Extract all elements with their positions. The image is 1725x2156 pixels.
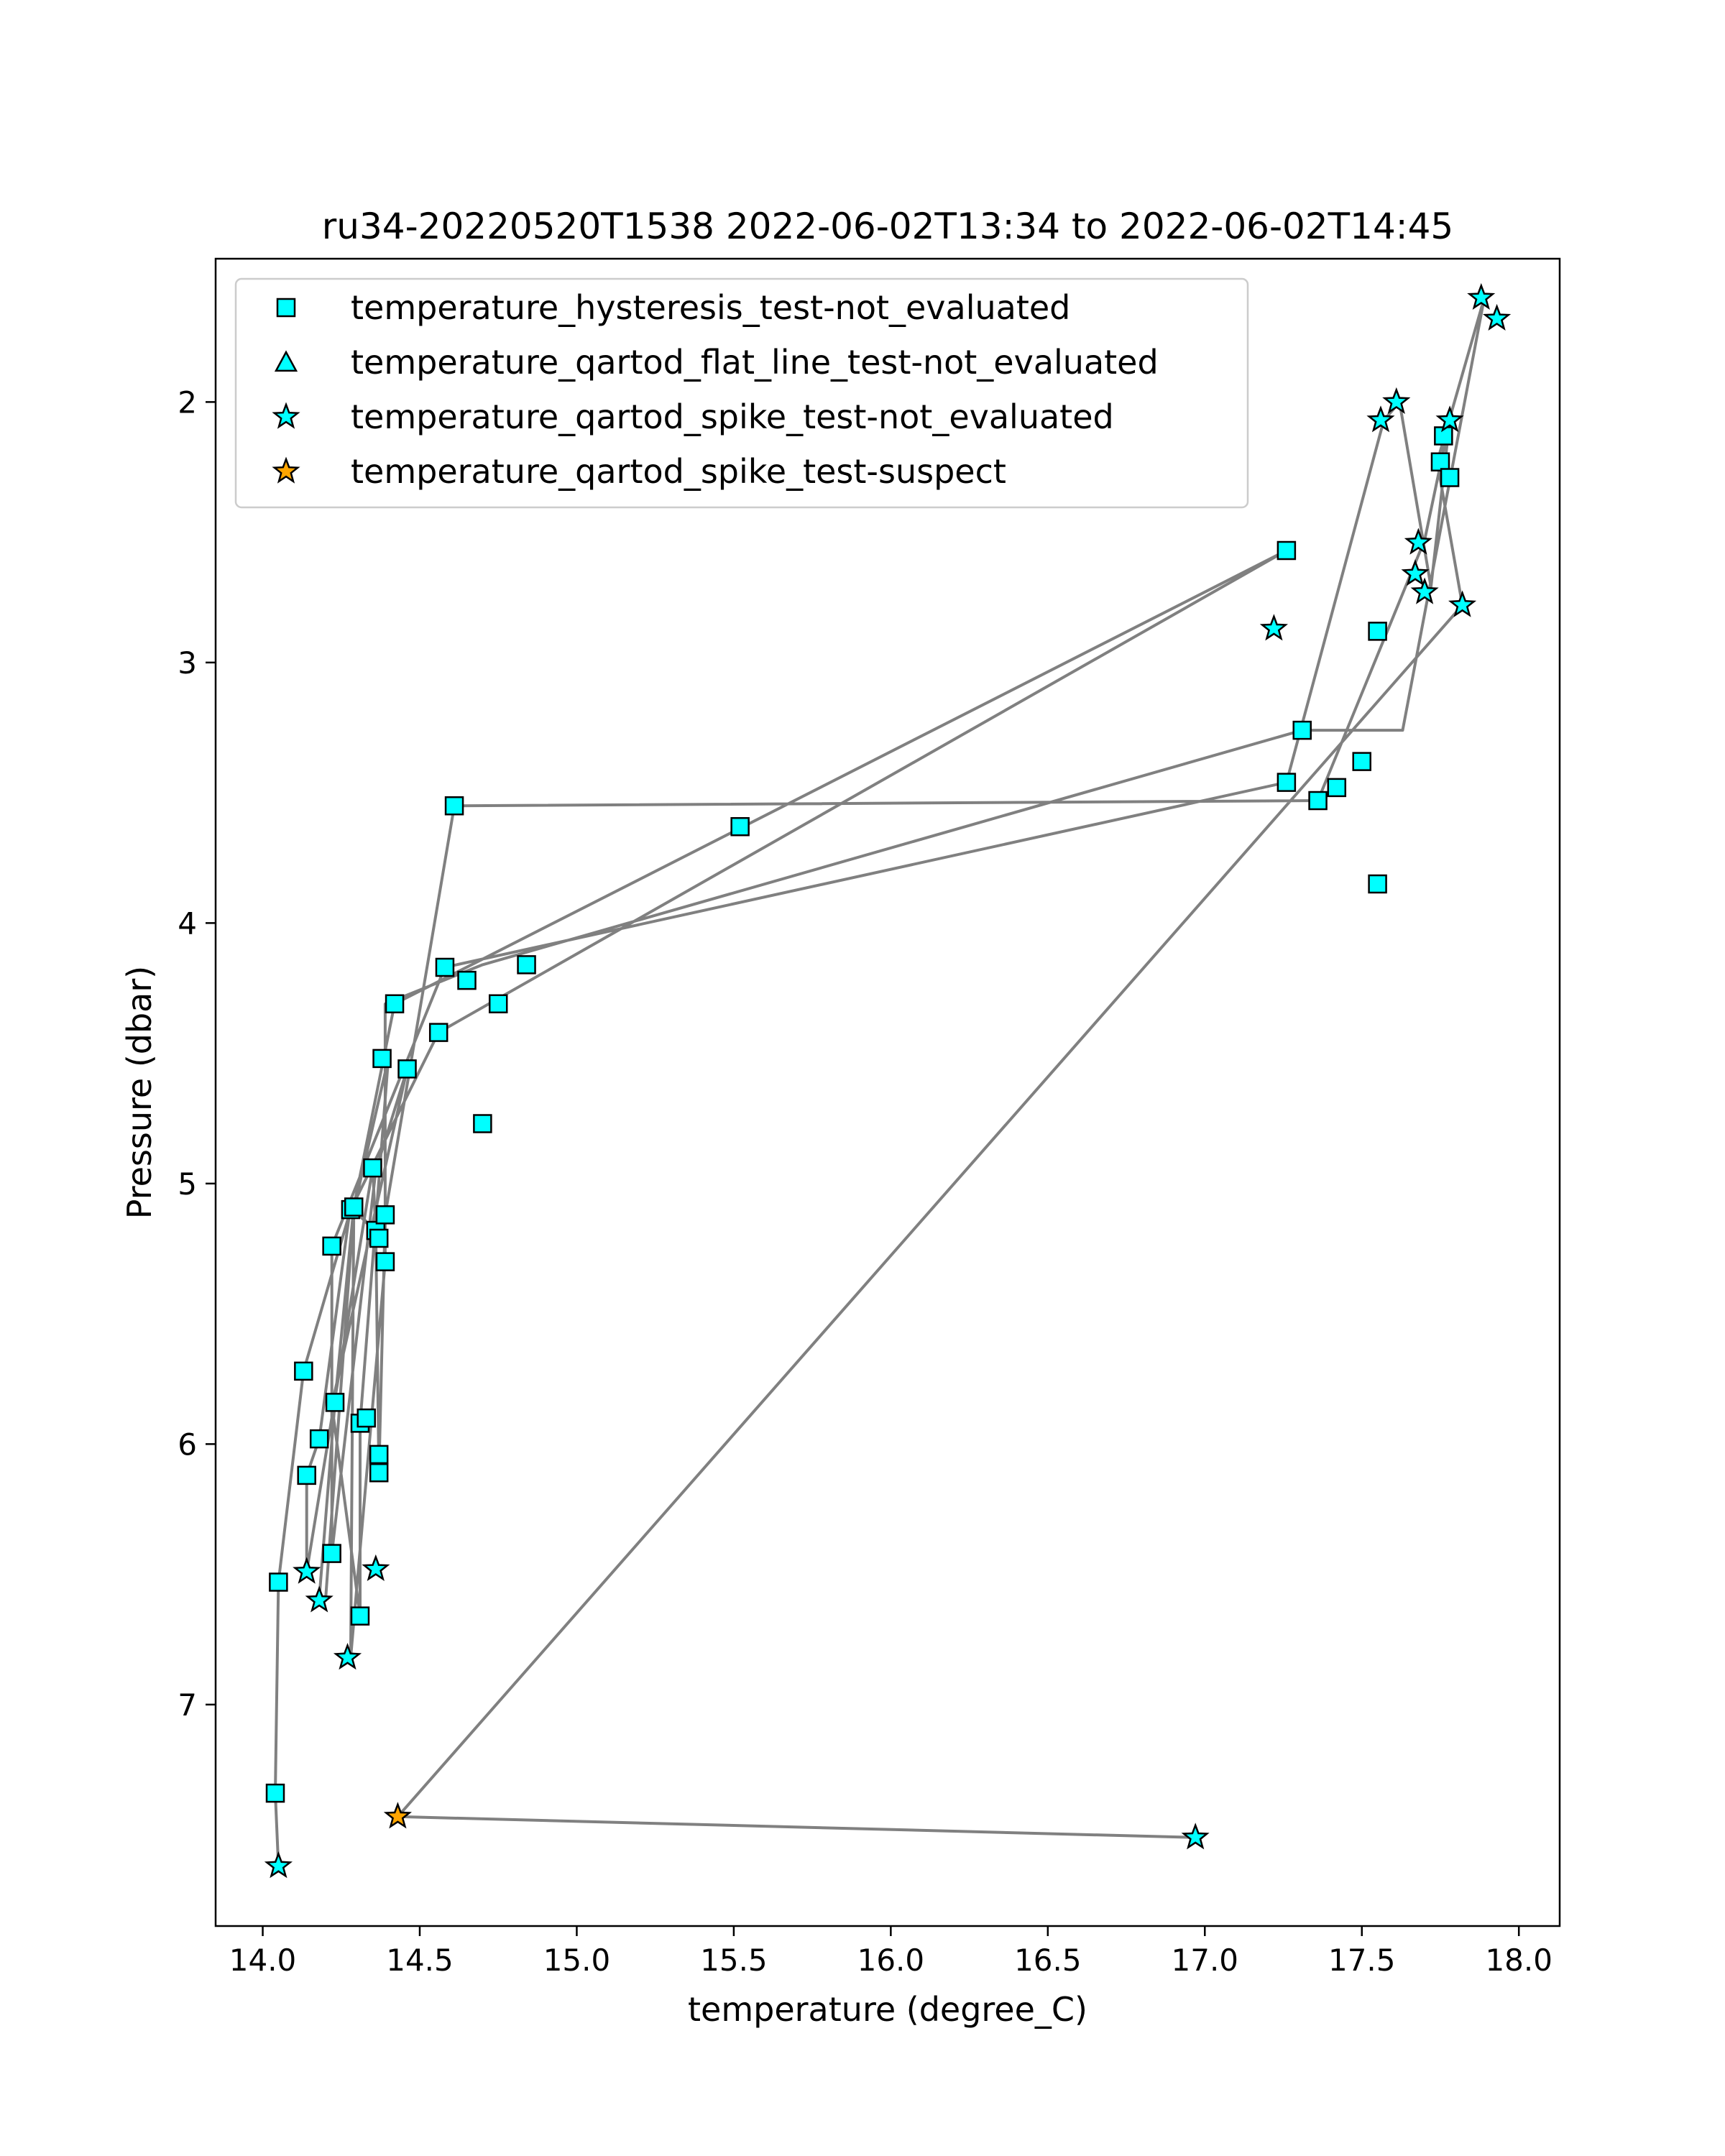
y-tick-label: 3	[178, 645, 197, 681]
data-markers	[264, 282, 1512, 1879]
spike-point	[1410, 577, 1439, 604]
hysteresis-point	[488, 994, 508, 1013]
hysteresis-point	[444, 796, 464, 816]
spike-point	[362, 1554, 390, 1581]
spike-suspect-point	[383, 1802, 412, 1829]
hysteresis-point	[1276, 540, 1297, 561]
hysteresis-point	[1368, 622, 1387, 641]
hysteresis-point	[435, 957, 455, 977]
x-tick-label: 17.0	[1172, 1943, 1239, 1978]
legend-marker	[272, 456, 300, 484]
legend-label: temperature_qartod_flat_line_test-not_ev…	[351, 343, 1159, 382]
x-tick-label: 14.0	[229, 1943, 297, 1978]
hysteresis-point	[1352, 752, 1371, 771]
x-axis-ticks: 14.0 14.5 15.0 15.5 16.0 16.5 17.0 17.5 18.0	[229, 1926, 1552, 1978]
hysteresis-point	[265, 1783, 285, 1803]
spike-point	[1404, 528, 1432, 555]
legend-label: temperature_hysteresis_test-not_evaluate…	[351, 288, 1070, 327]
hysteresis-point	[730, 817, 750, 837]
legend: temperature_hysteresis_test-not_evaluate…	[234, 277, 1249, 509]
legend-marker	[276, 298, 296, 318]
hysteresis-point	[1276, 773, 1297, 792]
spike-point	[1483, 303, 1512, 331]
spike-point	[1181, 1823, 1210, 1850]
y-tick-label: 6	[178, 1427, 197, 1462]
x-tick-label: 17.5	[1328, 1943, 1396, 1978]
hysteresis-point	[322, 1236, 341, 1256]
hysteresis-point	[385, 994, 405, 1013]
hysteresis-point	[325, 1393, 345, 1412]
spike-point	[305, 1585, 334, 1613]
hysteresis-point	[1434, 426, 1453, 446]
x-tick-label: 14.5	[386, 1943, 454, 1978]
y-axis-ticks: 2 3 4 5 6 7	[178, 384, 216, 1723]
hysteresis-point	[428, 1023, 448, 1042]
chart-title: ru34-20220520T1538 2022-06-02T13:34 to 2…	[322, 206, 1454, 247]
hysteresis-point	[397, 1059, 417, 1079]
y-tick-label: 4	[178, 906, 197, 941]
spike-point	[264, 1851, 293, 1879]
hysteresis-point	[369, 1445, 389, 1465]
hysteresis-point	[375, 1205, 395, 1225]
y-tick-label: 2	[178, 384, 197, 420]
legend-label: temperature_qartod_spike_test-suspect	[351, 452, 1006, 491]
hysteresis-point	[1440, 468, 1460, 487]
hysteresis-point	[375, 1252, 395, 1271]
hysteresis-point	[1327, 778, 1347, 798]
x-tick-label: 15.5	[700, 1943, 768, 1978]
hysteresis-point	[297, 1465, 316, 1485]
hysteresis-point	[1308, 791, 1328, 811]
hysteresis-point	[344, 1197, 364, 1217]
y-tick-label: 7	[178, 1687, 197, 1723]
hysteresis-point	[322, 1544, 341, 1563]
spike-point	[333, 1643, 362, 1670]
x-tick-label: 15.0	[543, 1943, 611, 1978]
hysteresis-point	[369, 1463, 389, 1483]
legend-marker	[272, 402, 300, 429]
spike-point	[1435, 405, 1464, 433]
plot-area	[264, 282, 1512, 1879]
hysteresis-point	[473, 1114, 492, 1133]
y-tick-label: 5	[178, 1166, 197, 1202]
x-tick-label: 16.0	[857, 1943, 925, 1978]
hysteresis-point	[372, 1049, 392, 1069]
hysteresis-point	[1292, 720, 1312, 740]
x-tick-label: 16.5	[1014, 1943, 1082, 1978]
hysteresis-point	[517, 955, 536, 975]
hysteresis-point	[1368, 874, 1387, 894]
spike-point	[1401, 559, 1430, 586]
hysteresis-point	[309, 1429, 329, 1449]
legend-marker	[274, 350, 298, 372]
hysteresis-point	[269, 1572, 288, 1592]
spike-point	[293, 1557, 321, 1584]
legend-label: temperature_qartod_spike_test-not_evalua…	[351, 397, 1114, 436]
x-axis-label: temperature (degree_C)	[688, 1990, 1087, 2029]
hysteresis-point	[369, 1228, 389, 1248]
hysteresis-point	[457, 970, 477, 990]
plot-frame	[214, 257, 1561, 1927]
spike-point	[1259, 614, 1288, 641]
legend-box	[234, 277, 1249, 509]
hysteresis-point	[1430, 452, 1450, 471]
spike-point	[1382, 387, 1411, 414]
spike-point	[1366, 405, 1395, 433]
hysteresis-point	[356, 1408, 376, 1428]
spike-point	[1467, 282, 1496, 310]
spike-point	[1448, 590, 1477, 617]
hysteresis-point	[363, 1158, 382, 1178]
hysteresis-point	[294, 1361, 313, 1381]
x-tick-label: 18.0	[1485, 1943, 1552, 1978]
hysteresis-point	[350, 1606, 370, 1626]
y-axis-label: Pressure (dbar)	[120, 966, 159, 1219]
